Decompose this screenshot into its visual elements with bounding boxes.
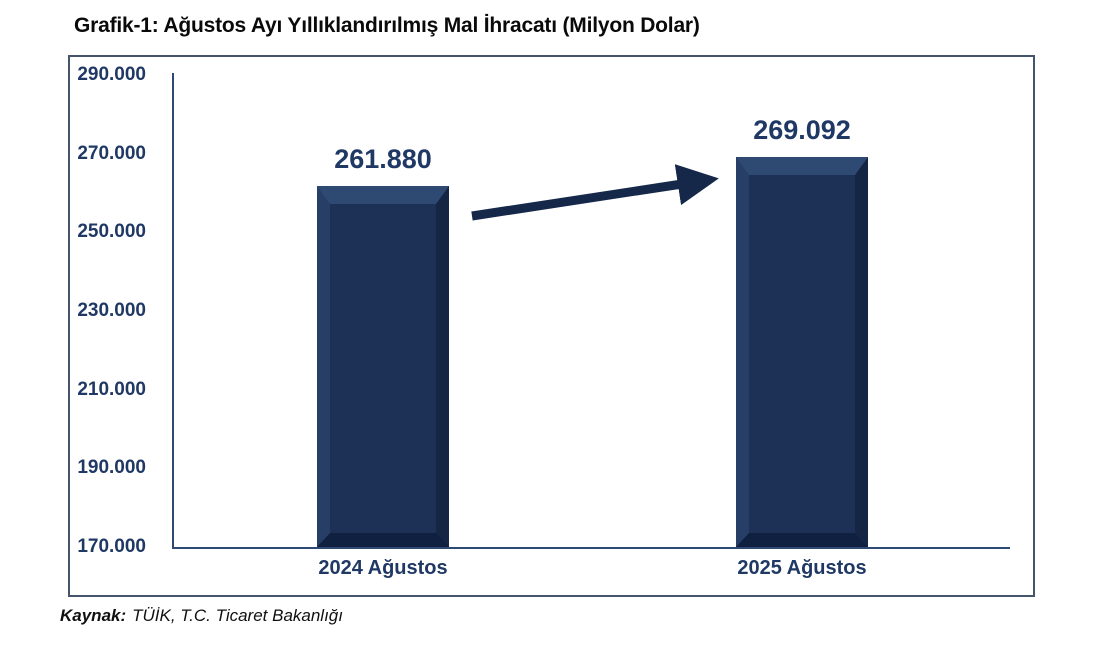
chart-title: Grafik-1: Ağustos Ayı Yıllıklandırılmış …	[74, 14, 700, 37]
y-axis-tick-label: 230.000	[77, 300, 146, 321]
bar-value-label: 269.092	[753, 115, 851, 146]
x-axis-line	[172, 547, 1010, 549]
bar-value-label: 261.880	[334, 143, 432, 174]
y-axis-tick-label: 290.000	[77, 64, 146, 85]
y-axis-tick-label: 270.000	[77, 142, 146, 164]
x-axis-category-label: 2025 Ağustos	[737, 557, 867, 579]
bar	[736, 157, 868, 547]
source-note: Kaynak: TÜİK, T.C. Ticaret Bakanlığı	[60, 606, 343, 626]
y-axis-tick-label: 190.000	[77, 457, 146, 479]
chart-frame: 290.000 270.000 250.000 230.000 210.000 190.0…	[68, 55, 1035, 597]
x-axis-category-label: 2024 Ağustos	[318, 557, 448, 579]
increase-arrow-shaft	[471, 164, 719, 221]
bar	[317, 185, 449, 547]
y-axis-tick-label: 210.000	[77, 378, 146, 400]
source-label: Kaynak:	[60, 606, 127, 625]
y-axis-tick-label: 170.000	[77, 536, 146, 557]
source-text: TÜİK, T.C. Ticaret Bakanlığı	[132, 606, 343, 625]
y-axis-line	[172, 73, 174, 549]
y-axis-tick-label: 250.000	[77, 221, 146, 243]
